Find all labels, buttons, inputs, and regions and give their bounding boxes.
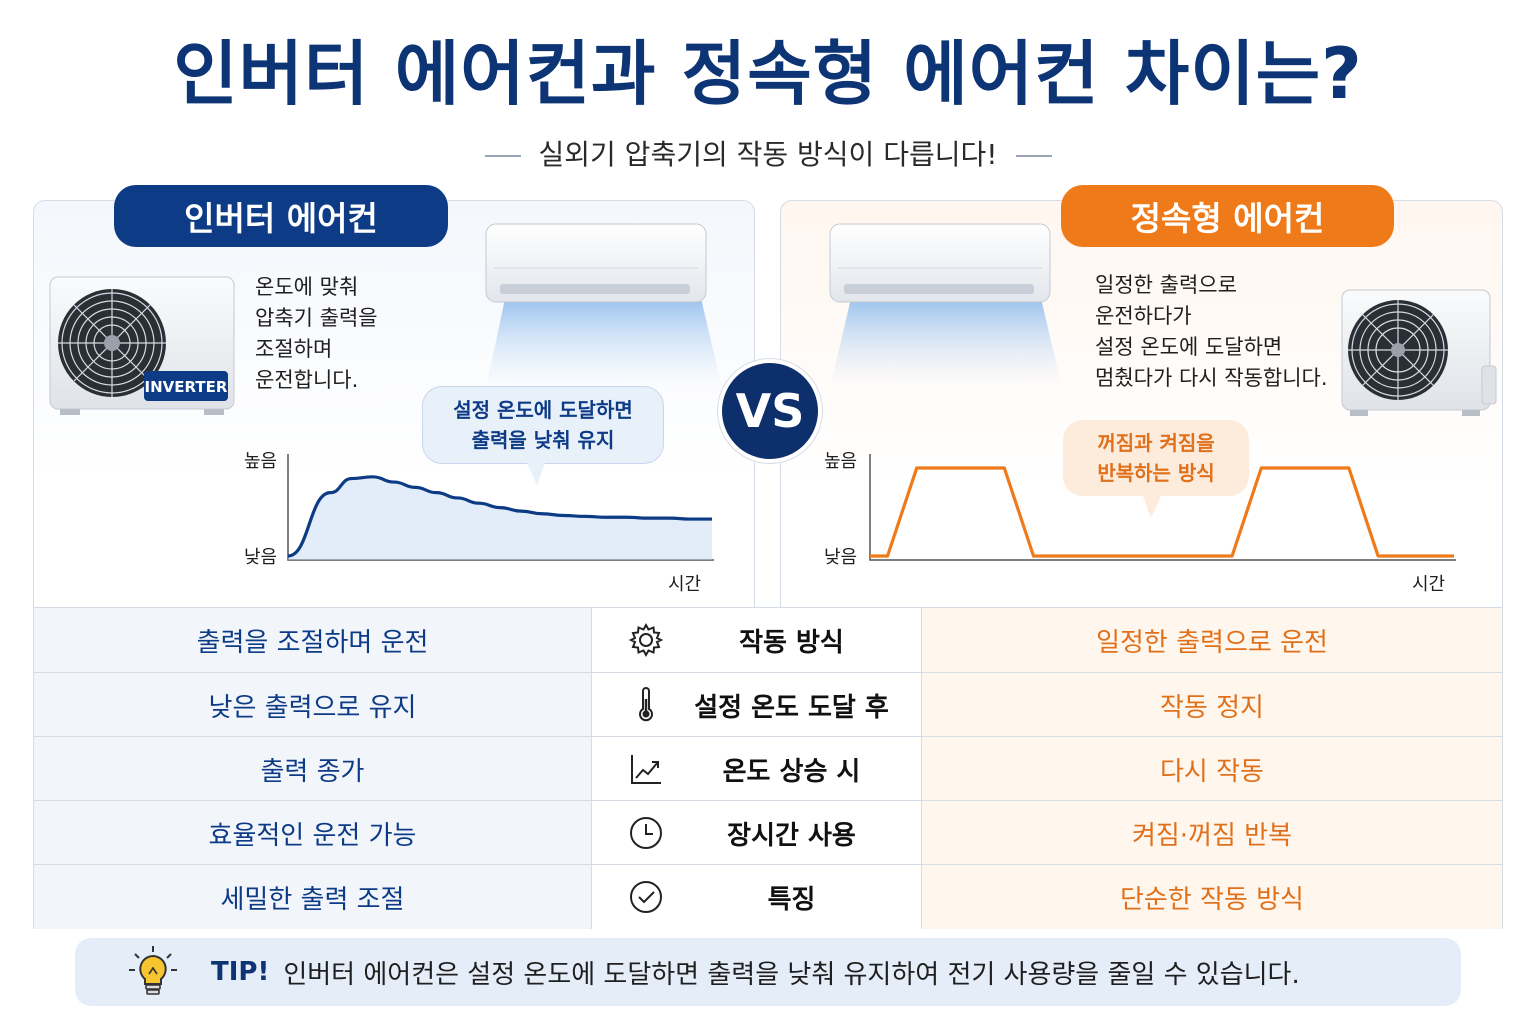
inverter-outdoor-unit-icon: INVERTER xyxy=(49,276,235,415)
series-line xyxy=(287,475,712,558)
inverter-description-line: 온도에 맞춰 xyxy=(255,275,359,299)
fixed-callout-line: 꺼짐과 켜짐을 xyxy=(1097,431,1215,455)
inverter-xlabel: 시간 xyxy=(668,574,702,595)
fixed-description-line: 설정 온도에 도달하면 xyxy=(1095,335,1283,359)
inverter-cell: 출력을 조절하며 운전 xyxy=(34,608,591,672)
fixed-xlabel: 시간 xyxy=(1412,574,1446,595)
clock-icon xyxy=(630,817,662,849)
tip-body: 인버터 에어컨은 설정 온도에 도달하면 출력을 낮춰 유지하여 전기 사용량을… xyxy=(283,959,1300,990)
fixed-description: 일정한 출력으로 운전하다가 설정 온도에 도달하면 멈췄다가 다시 작동합니다… xyxy=(1095,270,1345,394)
inverter-cell: 낮은 출력으로 유지 xyxy=(34,673,591,737)
criteria-label: 설정 온도 도달 후 xyxy=(694,692,889,723)
fixed-indoor-unit-icon xyxy=(829,223,1062,388)
chart-axis xyxy=(287,454,714,561)
inverter-callout: 설정 온도에 도달하면 출력을 낮춰 유지 xyxy=(422,386,664,485)
fixed-cell: 단순한 작동 방식 xyxy=(922,865,1502,929)
criteria-cell: 작동 방식 xyxy=(591,608,922,672)
fixed-outdoor-unit-icon xyxy=(1341,289,1497,416)
inverter-ytick-high: 높음 xyxy=(244,451,278,472)
gear-icon xyxy=(628,622,664,658)
fixed-description-line: 멈췄다가 다시 작동합니다. xyxy=(1095,366,1328,390)
lightbulb-icon xyxy=(129,946,177,995)
series-area xyxy=(288,476,712,560)
criteria-label: 특징 xyxy=(767,884,816,915)
inverter-cell: 출력 종가 xyxy=(34,737,591,801)
criteria-label: 작동 방식 xyxy=(739,627,844,658)
criteria-cell: 장시간 사용 xyxy=(591,801,922,865)
fixed-cell: 일정한 출력으로 운전 xyxy=(922,608,1502,672)
fixed-description-line: 운전하다가 xyxy=(1095,304,1192,328)
table-row: 출력 종가 온도 상승 시 다시 작동 xyxy=(34,736,1502,801)
fixed-heading: 정속형 에어컨 xyxy=(1061,185,1394,247)
criteria-cell: 설정 온도 도달 후 xyxy=(591,673,922,737)
inverter-description: 온도에 맞춰 압축기 출력을 조절하며 운전합니다. xyxy=(255,272,455,396)
criteria-cell: 특징 xyxy=(591,865,922,929)
fixed-cell: 켜짐·꺼짐 반복 xyxy=(922,801,1502,865)
fixed-ytick-high: 높음 xyxy=(824,451,858,472)
series-line xyxy=(870,466,1454,558)
inverter-ytick-low: 낮음 xyxy=(244,547,278,568)
fixed-cell: 다시 작동 xyxy=(922,737,1502,801)
inverter-indoor-unit-icon xyxy=(485,223,722,388)
fixed-description-line: 일정한 출력으로 xyxy=(1095,273,1237,297)
inverter-heading: 인버터 에어컨 xyxy=(114,185,448,247)
tip-banner: TIP! 인버터 에어컨은 설정 온도에 도달하면 출력을 낮춰 유지하여 전기… xyxy=(75,938,1461,1006)
table-row: 효율적인 운전 가능 장시간 사용 켜짐·꺼짐 반복 xyxy=(34,800,1502,865)
criteria-cell: 온도 상승 시 xyxy=(591,737,922,801)
fixed-cell: 작동 정지 xyxy=(922,673,1502,737)
subtitle-dash-left xyxy=(484,155,521,157)
fixed-callout-line: 반복하는 방식 xyxy=(1097,461,1215,485)
tip-text: TIP! 인버터 에어컨은 설정 온도에 도달하면 출력을 낮춰 유지하여 전기… xyxy=(211,938,1300,1006)
check-circle-icon xyxy=(630,881,662,913)
inverter-cell: 효율적인 운전 가능 xyxy=(34,801,591,865)
table-row: 세밀한 출력 조절 특징 단순한 작동 방식 xyxy=(34,864,1502,929)
inverter-cell: 세밀한 출력 조절 xyxy=(34,865,591,929)
comparison-table: 출력을 조절하며 운전 작동 방식 일정한 출력으로 운전 낮은 출력으로 유지… xyxy=(33,607,1503,929)
inverter-badge: INVERTER xyxy=(145,378,228,396)
inverter-output-chart xyxy=(287,454,714,561)
vs-badge: VS xyxy=(718,359,822,463)
inverter-callout-line: 출력을 낮춰 유지 xyxy=(471,428,615,452)
inverter-description-line: 조절하며 xyxy=(255,337,333,361)
subtitle-text: 실외기 압축기의 작동 방식이 다릅니다! xyxy=(538,138,998,171)
subtitle-dash-right xyxy=(1015,155,1052,157)
criteria-label: 온도 상승 시 xyxy=(722,756,861,787)
table-row: 출력을 조절하며 운전 작동 방식 일정한 출력으로 운전 xyxy=(34,608,1502,672)
inverter-callout-line: 설정 온도에 도달하면 xyxy=(453,398,633,422)
fixed-callout: 꺼짐과 켜짐을 반복하는 방식 xyxy=(1063,420,1249,518)
tip-prefix: TIP! xyxy=(211,957,270,987)
criteria-label: 장시간 사용 xyxy=(727,820,856,851)
page-subtitle: 실외기 압축기의 작동 방식이 다릅니다! xyxy=(0,133,1536,173)
page-title: 인버터 에어컨과 정속형 에어컨 차이는? xyxy=(173,33,1363,115)
chart-axis xyxy=(869,454,1456,561)
trend-up-icon xyxy=(631,755,661,784)
fixed-output-chart xyxy=(869,454,1456,561)
inverter-description-line: 운전합니다. xyxy=(255,368,359,392)
inverter-description-line: 압축기 출력을 xyxy=(255,306,378,330)
thermometer-icon xyxy=(639,687,653,722)
table-row: 낮은 출력으로 유지 설정 온도 도달 후 작동 정지 xyxy=(34,672,1502,737)
fixed-ytick-low: 낮음 xyxy=(824,547,858,568)
